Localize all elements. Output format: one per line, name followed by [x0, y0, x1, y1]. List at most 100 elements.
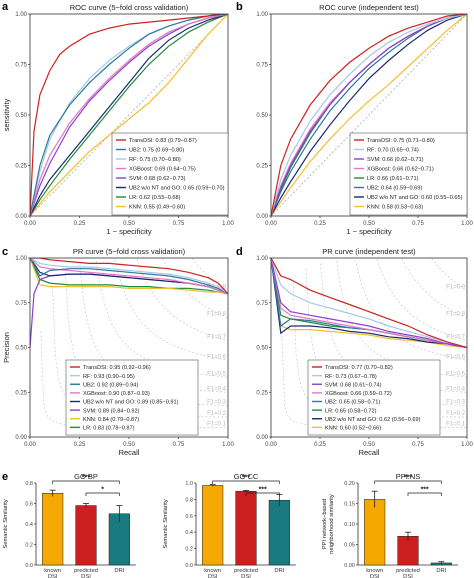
- legend-entry: TransDSI: 0.83 (0.79−0.87): [129, 138, 197, 144]
- significance-bracket: [85, 492, 120, 496]
- y-tick-label: 0.25: [256, 390, 268, 396]
- legend-entry: RF: 0.75 (0.70−0.80): [129, 157, 181, 163]
- legend-entry: UB2: 0.64 (0.59−0.69): [367, 186, 422, 192]
- significance-bracket: [407, 492, 442, 496]
- legend-entry: RF: 0.70 (0.65−0.74): [367, 148, 419, 154]
- legend-entry: RF: 0.93 (0.90−0.95): [83, 374, 135, 380]
- x-tick-label: DSI: [208, 574, 218, 578]
- iso-f1-label: F1=0.5: [207, 371, 227, 377]
- y-tick-label: 0.00: [15, 214, 27, 220]
- significance-bracket: [212, 480, 280, 484]
- y-tick-label: 1.00: [256, 12, 268, 18]
- y-tick-label: 0.15: [344, 502, 355, 508]
- iso-f1-label: F1=0.2: [446, 411, 466, 417]
- y-tick-label: 0.2: [25, 543, 33, 549]
- x-tick-label: 0.75: [173, 442, 185, 448]
- significance-label: ***: [259, 487, 267, 494]
- legend-entry: XGBoost: 0.66 (0.62−0.71): [367, 167, 434, 173]
- bar: [75, 505, 97, 566]
- significance-label: *: [101, 487, 104, 494]
- bar: [202, 485, 224, 566]
- y-tick-label: 0.50: [256, 113, 268, 119]
- legend-entry: TransDSI: 0.95 (0.92−0.96): [83, 365, 151, 371]
- iso-f1-label: F1=0.7: [207, 335, 227, 341]
- legend-entry: KNN: 0.58 (0.53−0.63): [367, 205, 423, 211]
- y-axis-label: PPI network−based: [322, 499, 328, 549]
- x-tick-label: 0.25: [74, 442, 86, 448]
- x-tick-label: 0.50: [123, 221, 135, 227]
- y-tick-label: 0.50: [15, 113, 27, 119]
- iso-f1-curve: [401, 258, 467, 319]
- y-tick-label: 0.50: [256, 346, 268, 352]
- y-tick-label: 0.4: [185, 530, 193, 536]
- legend-entry: UB2 w/o NT and GO: 0.62 (0.56−0.69): [325, 417, 421, 423]
- iso-f1-curve: [431, 258, 467, 291]
- x-tick-label: predicted: [234, 568, 258, 574]
- x-tick-label: 1.00: [461, 221, 473, 227]
- iso-f1-label: F1=0.1: [446, 422, 466, 428]
- panel-b: b ROC curve (independent test) 0.00 0.25 0.5…: [236, 1, 473, 236]
- bar-panel-1: GO CC 0.0 0.2 0.4 0.6 0.8 1.0 Semantic Similari…: [163, 472, 296, 578]
- panel-title: PR curve (independent test): [322, 247, 416, 256]
- series-line: [30, 14, 228, 216]
- x-tick-label: 0.00: [265, 442, 277, 448]
- y-axis-label: Semantic Similarity: [163, 499, 169, 548]
- legend-entry: UB2: 0.92 (0.89−0.94): [83, 382, 138, 388]
- series-line: [271, 258, 467, 349]
- x-tick-label: 0.75: [412, 221, 424, 227]
- iso-f1-label: F1=0.5: [446, 371, 466, 377]
- panel-label: a: [2, 1, 9, 13]
- legend-box: [349, 132, 468, 216]
- legend-entry: KNN: 0.60 (0.52−0.66): [325, 426, 381, 432]
- series-line: [271, 14, 467, 216]
- legend-entry: KNN: 0.84 (0.79−0.87): [83, 417, 139, 423]
- iso-f1-label: F1=0.8: [207, 312, 227, 318]
- legend-entry: SVM: 0.89 (0.84−0.92): [83, 408, 140, 414]
- x-tick-label: known: [44, 568, 61, 574]
- series-line: [271, 258, 467, 349]
- y-tick-label: 0.6: [25, 502, 33, 508]
- x-axis-label: Recall: [119, 448, 140, 457]
- legend-entry: SVM: 0.68 (0.61−0.74): [325, 382, 382, 388]
- y-tick-label: 0.0: [185, 563, 193, 569]
- legend-entry: LR: 0.66 (0.61−0.71): [367, 176, 419, 182]
- panel-title: GO CC: [234, 472, 259, 481]
- x-tick-label: 0.25: [74, 221, 86, 227]
- panel-title: ROC curve (5−fold cross validation): [70, 3, 189, 12]
- significance-label: ***: [242, 475, 250, 482]
- iso-f1-label: F1=0.8: [446, 312, 466, 318]
- bar-panel-0: e GO BP 0.0 0.2 0.4 0.6 0.8 Semantic Similarity…: [2, 471, 136, 578]
- x-tick-label: DSI: [403, 574, 413, 578]
- y-tick-label: 0.00: [256, 214, 268, 220]
- y-tick-label: 0.6: [185, 514, 193, 520]
- legend-box: [65, 359, 199, 436]
- y-tick-label: 0.4: [25, 522, 33, 528]
- iso-f1-curve: [376, 259, 467, 341]
- bar: [364, 499, 386, 566]
- series-line: [30, 14, 228, 216]
- y-tick-label: 0.8: [185, 497, 193, 503]
- panel-title: PR curve (5−fold cross validation): [73, 247, 186, 256]
- legend-entry: UB2 w/o NT and GO: 0.60 (0.55−0.65): [367, 195, 463, 201]
- iso-f1-curve: [114, 259, 228, 361]
- legend-entry: UB2: 0.65 (0.58−0.71): [325, 400, 380, 406]
- bar-panel-2: PPI.NS 0.00 0.05 0.10 0.15 0.20 PPI network−ba…: [322, 472, 458, 578]
- legend-entry: UB2: 0.75 (0.69−0.80): [129, 148, 184, 154]
- iso-f1-label: F1=0.3: [207, 399, 227, 405]
- x-tick-label: 0.00: [24, 221, 36, 227]
- y-tick-label: 0.2: [185, 547, 193, 553]
- x-tick-label: 1.00: [222, 221, 234, 227]
- panel-title: PPI.NS: [396, 472, 421, 481]
- significance-bracket: [374, 480, 442, 484]
- x-axis-label: Recall: [359, 448, 380, 457]
- x-tick-label: DRI: [274, 568, 284, 574]
- series-line: [271, 14, 467, 216]
- legend-entry: XGBoost: 0.90 (0.87−0.93): [83, 391, 150, 397]
- y-tick-label: 0.10: [344, 522, 355, 528]
- y-tick-label: 0.20: [344, 481, 355, 487]
- series-line: [271, 14, 467, 216]
- series-line: [271, 258, 467, 349]
- series-line: [30, 258, 228, 295]
